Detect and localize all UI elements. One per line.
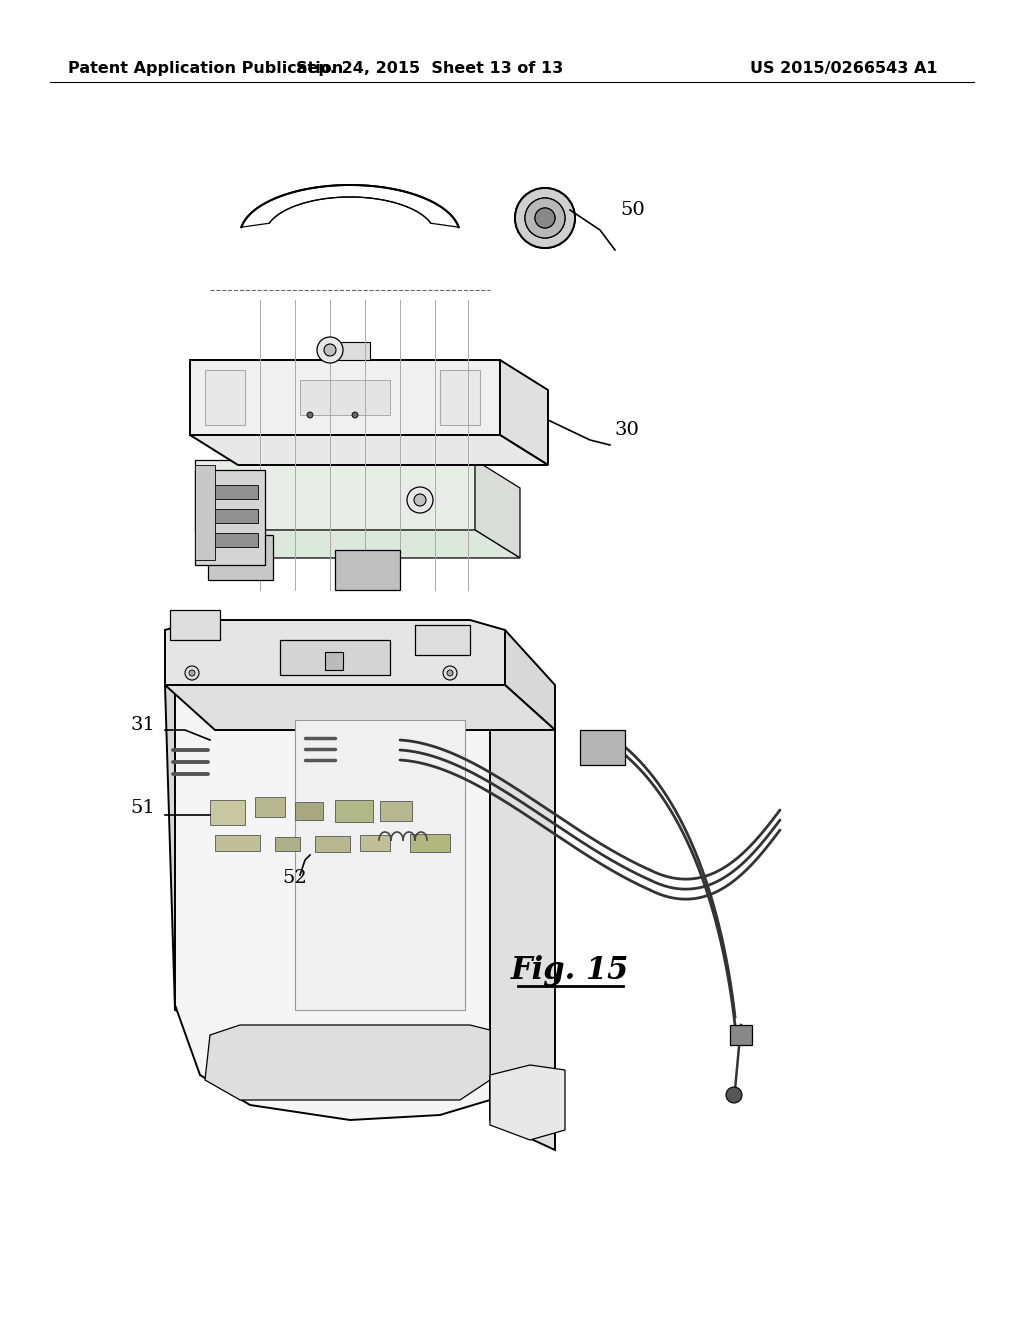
Circle shape [535, 209, 555, 228]
Text: 31: 31 [130, 715, 155, 734]
Bar [200, 484, 258, 499]
Polygon shape [195, 459, 475, 531]
Bar [210, 800, 245, 825]
Text: 30: 30 [615, 421, 640, 440]
Polygon shape [490, 1065, 565, 1140]
Circle shape [307, 412, 313, 418]
Text: 50: 50 [620, 201, 645, 219]
Polygon shape [205, 370, 245, 425]
Bar [215, 836, 260, 851]
Circle shape [525, 198, 565, 238]
Circle shape [185, 667, 199, 680]
Polygon shape [165, 630, 250, 1026]
Bar [335, 800, 373, 822]
Polygon shape [319, 342, 370, 360]
Bar [315, 836, 350, 851]
Polygon shape [335, 550, 400, 590]
Polygon shape [440, 370, 480, 425]
Polygon shape [505, 630, 555, 730]
Bar [200, 533, 258, 546]
Circle shape [407, 487, 433, 513]
Circle shape [414, 494, 426, 506]
Polygon shape [208, 535, 273, 579]
Bar [730, 1026, 752, 1045]
Bar [295, 803, 323, 820]
Circle shape [317, 337, 343, 363]
Polygon shape [295, 719, 465, 1010]
Bar [410, 834, 450, 851]
Text: Patent Application Publication: Patent Application Publication [68, 61, 343, 75]
Polygon shape [165, 620, 505, 685]
Text: Fig. 15: Fig. 15 [511, 954, 629, 986]
Circle shape [525, 198, 565, 238]
Polygon shape [415, 624, 470, 655]
Circle shape [443, 667, 457, 680]
Polygon shape [165, 685, 555, 730]
Bar [380, 801, 412, 821]
Circle shape [726, 1086, 742, 1104]
Polygon shape [475, 459, 520, 558]
Bar [200, 510, 258, 523]
Polygon shape [170, 610, 220, 640]
Bar [195, 465, 215, 560]
Circle shape [189, 671, 195, 676]
Polygon shape [175, 685, 490, 1119]
Polygon shape [205, 1026, 490, 1100]
Bar [255, 797, 285, 817]
Text: 52: 52 [283, 869, 307, 887]
Circle shape [515, 187, 575, 248]
Polygon shape [190, 436, 548, 465]
Circle shape [535, 209, 555, 228]
Bar [325, 652, 343, 671]
Bar [275, 837, 300, 851]
Polygon shape [500, 360, 548, 465]
Circle shape [352, 412, 358, 418]
Text: US 2015/0266543 A1: US 2015/0266543 A1 [750, 61, 938, 75]
Circle shape [324, 345, 336, 356]
Circle shape [515, 187, 575, 248]
Text: 51: 51 [130, 799, 155, 817]
Bar [195, 470, 265, 565]
Bar [360, 836, 390, 851]
Text: Sep. 24, 2015  Sheet 13 of 13: Sep. 24, 2015 Sheet 13 of 13 [296, 61, 563, 75]
Polygon shape [490, 685, 555, 1150]
Polygon shape [195, 531, 520, 558]
Circle shape [447, 671, 453, 676]
Bar [580, 730, 625, 766]
Polygon shape [190, 360, 500, 436]
Polygon shape [300, 380, 390, 414]
Polygon shape [280, 640, 390, 675]
